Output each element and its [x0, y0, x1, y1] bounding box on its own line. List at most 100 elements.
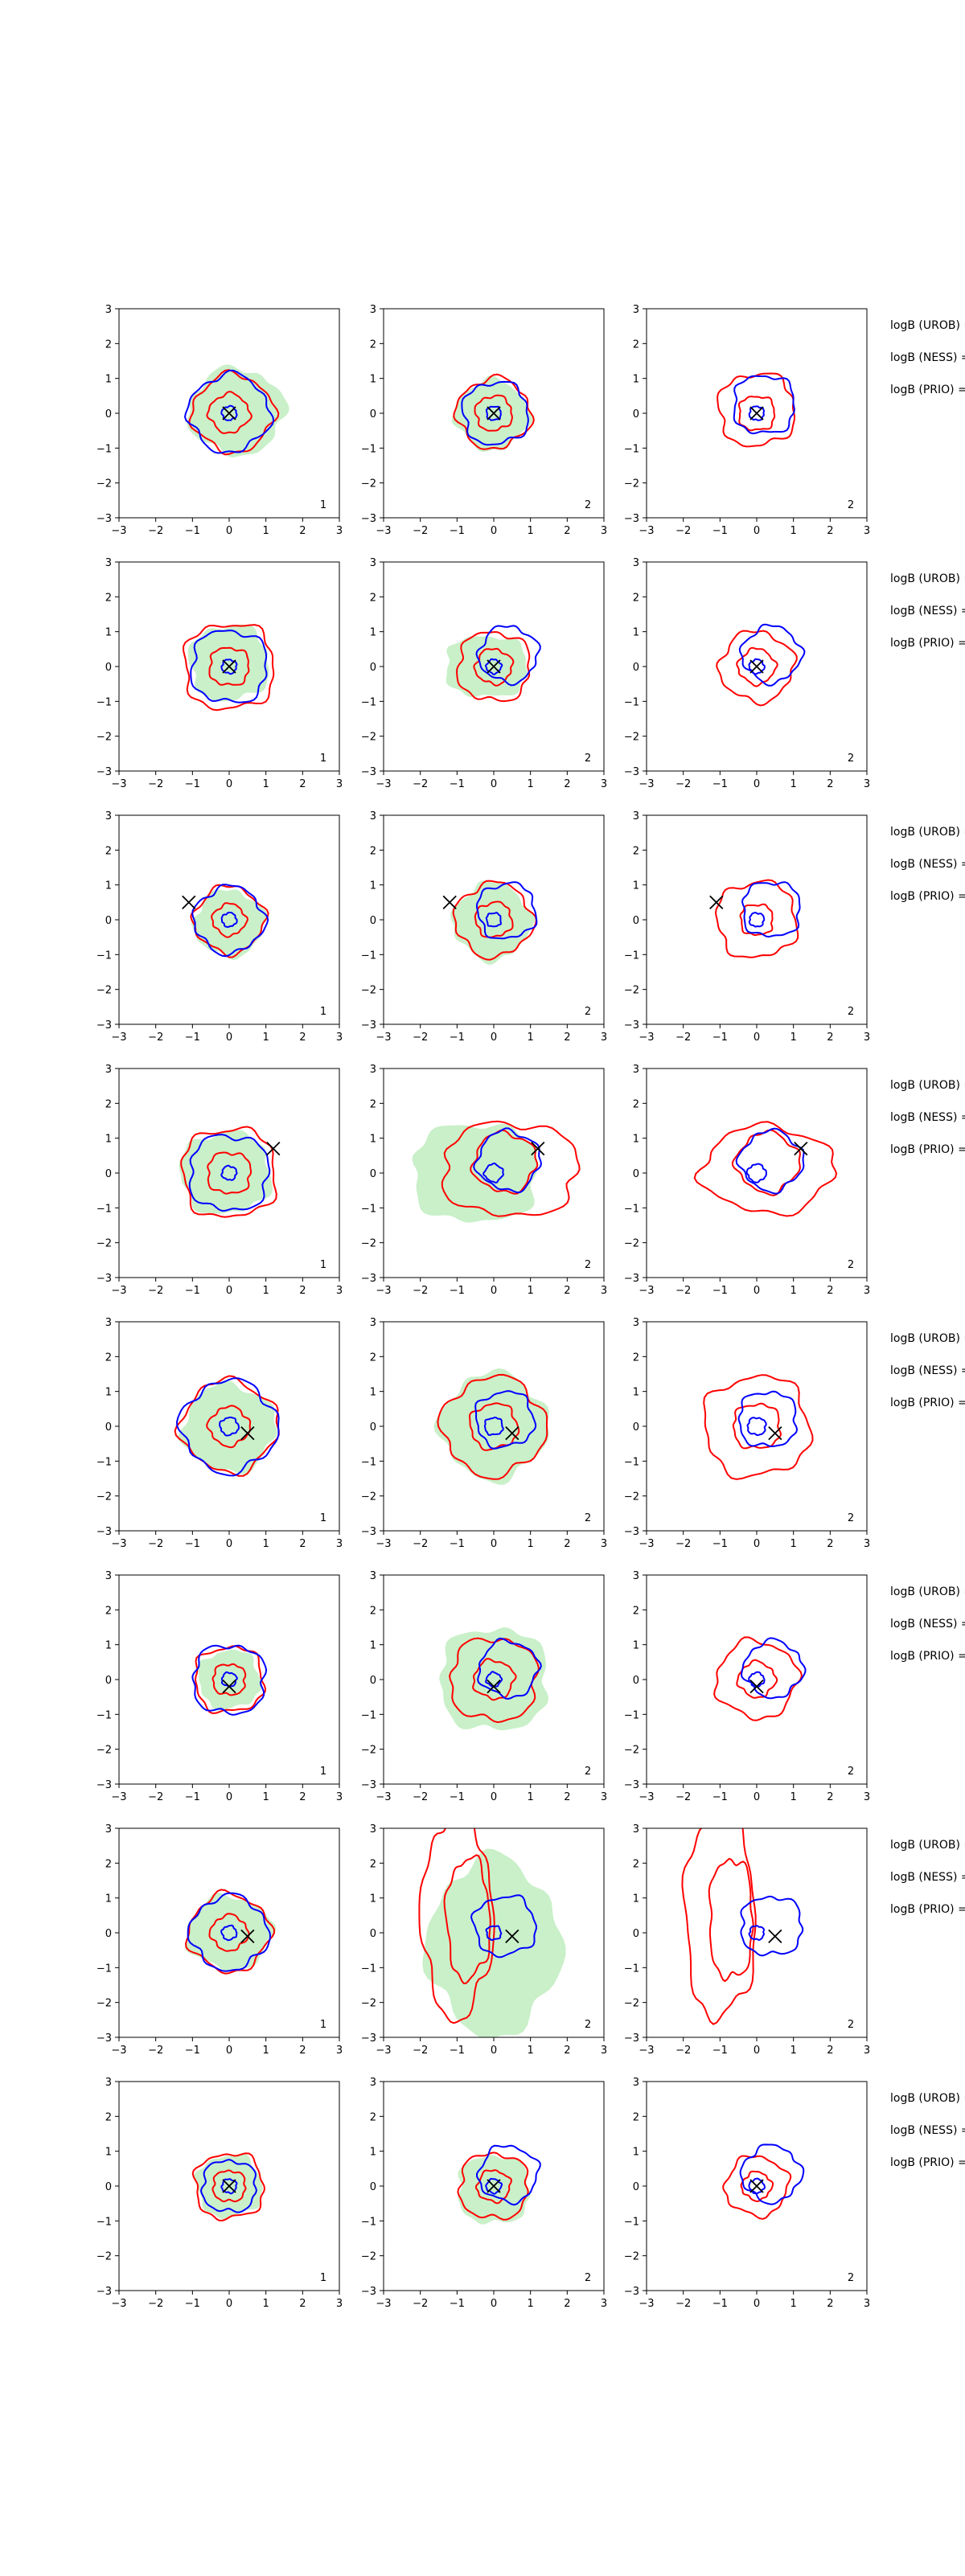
y-tick-label: 2 [633, 592, 639, 604]
x-marker [222, 1680, 236, 1694]
red-contour [211, 2169, 247, 2203]
y-tick-label: −2 [361, 478, 376, 490]
x-tick-label: 2 [564, 1032, 570, 1044]
blue-contour [183, 369, 275, 454]
x-tick-label: 3 [864, 1285, 870, 1297]
y-tick-label: 1 [633, 627, 639, 639]
y-tick-label: 3 [370, 810, 376, 822]
x-tick-label: 0 [226, 1791, 232, 1803]
x-tick-label: −2 [413, 1032, 428, 1044]
x-tick-label: −1 [712, 1791, 728, 1803]
red-contour [736, 1659, 778, 1699]
x-marker [749, 406, 764, 420]
y-tick-label: 0 [633, 915, 639, 927]
x-tick-label: −1 [712, 1538, 728, 1550]
x-tick-label: −1 [450, 1032, 465, 1044]
y-tick-label: 2 [633, 2111, 639, 2123]
y-tick-label: 1 [370, 627, 376, 639]
x-tick-label: 0 [754, 2298, 760, 2310]
y-tick-label: −2 [624, 985, 639, 997]
x-tick-label: 1 [790, 1032, 797, 1044]
y-tick-label: −3 [96, 1779, 112, 1791]
y-tick-label: 3 [105, 1064, 112, 1076]
y-tick-label: 0 [633, 662, 639, 674]
y-tick-label: 1 [370, 1387, 376, 1399]
y-tick-label: 2 [370, 1605, 376, 1617]
red-contour [714, 879, 799, 958]
y-tick-label: −2 [96, 732, 112, 744]
x-tick-label: −2 [148, 1285, 163, 1297]
y-tick-label: −3 [361, 513, 376, 525]
x-tick-label: 2 [564, 2298, 570, 2310]
x-tick-label: 0 [754, 1791, 760, 1803]
y-tick-label: 2 [633, 1352, 639, 1364]
y-tick-label: −2 [361, 732, 376, 744]
blue-contour [485, 2178, 503, 2195]
blue-contour [485, 405, 502, 421]
plot-area [184, 1889, 277, 1975]
x-tick-label: 0 [226, 1032, 232, 1044]
y-tick-label: −2 [361, 1238, 376, 1250]
panel-corner-label: 2 [585, 1006, 591, 1018]
y-tick-label: −1 [361, 696, 376, 708]
y-tick-label: 1 [370, 880, 376, 892]
x-tick-label: 0 [226, 2045, 232, 2057]
plot-area [442, 880, 538, 965]
y-tick-label: 3 [370, 304, 376, 316]
density-fill [178, 1380, 277, 1475]
y-tick-label: −1 [96, 1709, 112, 1721]
panel-r7-c1: −3 −2 −1 0 1 2 3 3 2 1 0 −1 −2 −3 1 [96, 1823, 343, 2057]
side-label: logB (NESS) = [890, 858, 965, 871]
panel-corner-label: 2 [848, 1006, 854, 1018]
axes-frame [646, 1827, 868, 2038]
x-tick-label: 3 [336, 1538, 343, 1550]
y-tick-label: 2 [105, 845, 112, 857]
red-contour [211, 1663, 247, 1696]
x-marker [182, 895, 196, 909]
x-tick-label: −3 [111, 1791, 126, 1803]
x-tick-label: −2 [676, 1538, 691, 1550]
panel-r2-c2: −3 −2 −1 0 1 2 3 3 2 1 0 −1 −2 −3 2 [361, 557, 607, 790]
side-label: logB (NESS) = [890, 1111, 965, 1124]
x-tick-label: −2 [148, 778, 163, 790]
y-tick-label: 3 [105, 1570, 112, 1582]
red-contour [722, 2155, 792, 2220]
x-tick-label: 2 [827, 778, 833, 790]
panel-corner-label: 1 [320, 2019, 326, 2031]
x-tick-label: 2 [299, 778, 306, 790]
panel-corner-label: 2 [848, 753, 854, 765]
red-contour [452, 880, 537, 961]
y-tick-label: −2 [624, 1491, 639, 1503]
y-tick-label: 2 [633, 1098, 639, 1110]
y-tick-label: 0 [370, 1168, 376, 1180]
x-tick-label: −1 [185, 1791, 200, 1803]
blue-contour [191, 884, 269, 958]
x-tick-label: 1 [790, 525, 797, 537]
panel-r3-c1: −3 −2 −1 0 1 2 3 3 2 1 0 −1 −2 −3 1 [96, 810, 343, 1044]
y-tick-label: 2 [105, 2111, 112, 2123]
y-tick-label: 3 [633, 304, 639, 316]
red-contour [474, 394, 513, 432]
y-tick-label: −1 [361, 1456, 376, 1468]
y-tick-label: 0 [370, 662, 376, 674]
y-tick-label: 2 [370, 845, 376, 857]
side-label: logB (UROB) = [890, 826, 965, 839]
red-contour [208, 646, 250, 686]
plot-area [412, 1120, 581, 1223]
plot-area [716, 623, 806, 707]
blue-contour [738, 623, 806, 687]
x-tick-label: −3 [111, 525, 126, 537]
side-label: logB (PRIO) = [890, 384, 965, 396]
x-tick-label: 1 [528, 778, 534, 790]
panel-r6-c1: −3 −2 −1 0 1 2 3 3 2 1 0 −1 −2 −3 1 [96, 1570, 343, 1803]
y-tick-label: 0 [633, 1928, 639, 1940]
y-tick-label: 3 [105, 1317, 112, 1329]
panel-r8-c1: −3 −2 −1 0 1 2 3 3 2 1 0 −1 −2 −3 1 [96, 2077, 343, 2310]
x-tick-label: 2 [299, 1538, 306, 1550]
x-tick-label: 1 [790, 2298, 797, 2310]
y-tick-label: 3 [105, 557, 112, 569]
blue-contour [477, 1637, 542, 1700]
y-tick-label: 3 [633, 557, 639, 569]
panel-corner-label: 1 [320, 753, 326, 765]
blue-contour [748, 912, 766, 928]
